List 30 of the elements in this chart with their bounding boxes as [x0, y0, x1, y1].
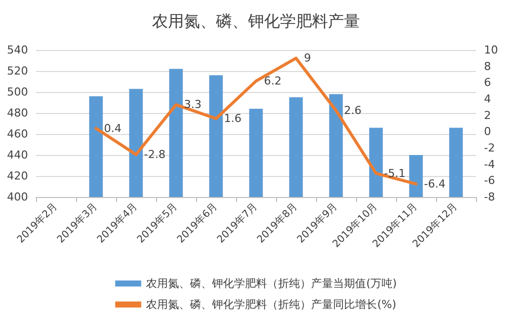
y2-tick-label: 4 — [484, 92, 491, 106]
y-tick-label: 400 — [7, 190, 28, 204]
legend-label: 农用氮、磷、钾化学肥料（折纯）产量同比增长(%) — [146, 298, 396, 311]
data-label: -5.1 — [384, 166, 406, 180]
y-tick-label: 540 — [7, 44, 28, 56]
y-tick-label: 520 — [7, 64, 28, 78]
y2-tick-label: 0 — [484, 125, 491, 138]
y-tick-label: 440 — [7, 148, 28, 162]
y2-tick-label: 2 — [484, 108, 491, 122]
data-label: 1.6 — [224, 112, 242, 126]
y2-tick-label: -8 — [484, 190, 495, 204]
data-label: 2.6 — [344, 104, 362, 117]
y2-tick-label: -2 — [484, 142, 495, 154]
y-tick-label: 480 — [7, 106, 28, 120]
y2-tick-label: 6 — [484, 76, 491, 90]
y-tick-label: 460 — [7, 128, 28, 140]
y2-tick-label: 10 — [484, 44, 498, 56]
y-tick-label: 500 — [7, 86, 28, 98]
data-label: -2.8 — [144, 148, 166, 162]
legend-label: 农用氮、磷、钾化学肥料（折纯）产量当期值(万吨) — [146, 277, 397, 290]
y2-tick-label: -4 — [484, 158, 495, 171]
chart-title: 农用氮、磷、钾化学肥料产量 — [152, 12, 360, 30]
data-label: 6.2 — [264, 74, 282, 88]
y2-tick-label: 8 — [484, 60, 491, 73]
data-label: 9 — [304, 52, 311, 65]
y2-tick-label: -6 — [484, 174, 495, 188]
data-label: 3.3 — [184, 98, 202, 112]
data-label: 0.4 — [104, 122, 122, 135]
y-tick-label: 420 — [7, 170, 28, 182]
data-label: -6.4 — [424, 177, 446, 190]
